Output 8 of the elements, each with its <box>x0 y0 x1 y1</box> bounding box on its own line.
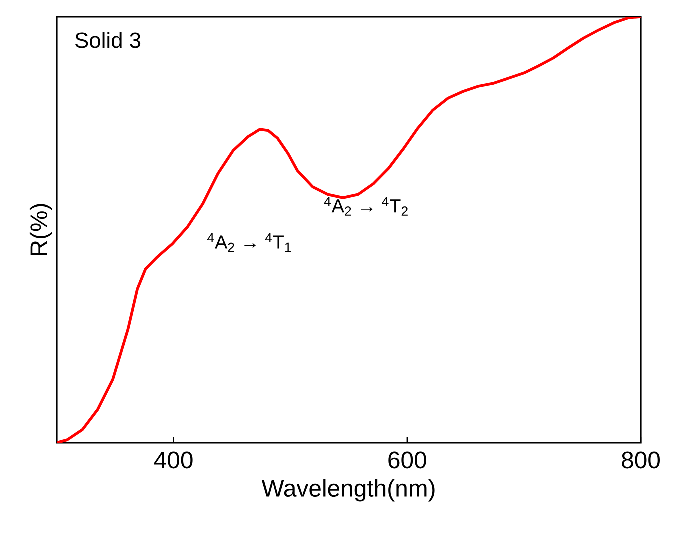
annotation: $^{4}$A$_{2}$ → $^{4}$T$_{1}$ <box>207 233 292 252</box>
y-axis-title: R(%) <box>30 204 52 256</box>
annotation: $^{4}$A$_{2}$ → $^{4}$T$_{2}$ <box>324 197 408 216</box>
x-tick-label: 400 <box>154 452 193 469</box>
text: Solid 3 <box>76 32 141 48</box>
x-tick-label: 600 <box>388 452 426 469</box>
x-tick-label: 800 <box>622 452 660 469</box>
x-axis-title: Wavelength(nm) <box>262 479 435 502</box>
